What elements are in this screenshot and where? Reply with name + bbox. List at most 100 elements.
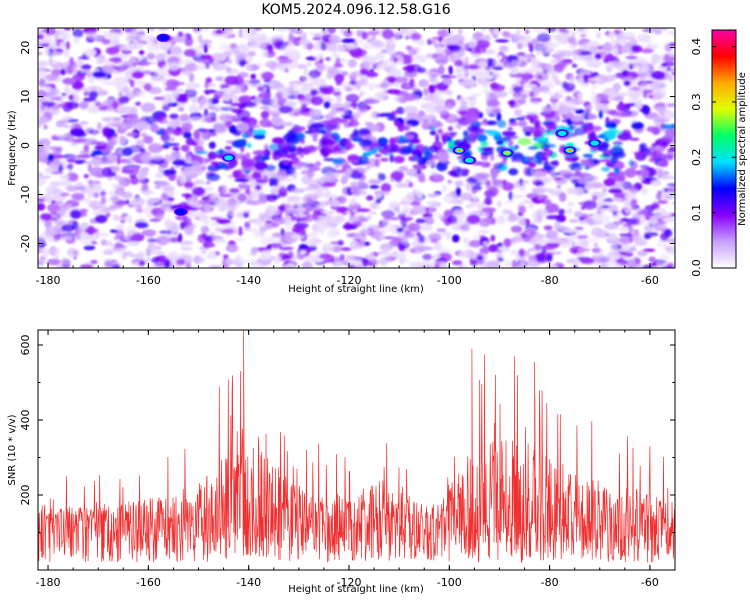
heatmap-cell (127, 240, 140, 247)
heatmap-cell (508, 118, 517, 123)
heatmap-cell (69, 209, 82, 219)
heatmap-cell (617, 132, 632, 141)
heatmap-cell (143, 135, 154, 144)
heatmap-cell (434, 211, 439, 216)
heatmap-cell (580, 161, 596, 169)
heatmap-cell (405, 179, 411, 183)
heatmap-cell (654, 167, 663, 173)
heatmap-cell (167, 45, 182, 55)
heatmap-cell (641, 187, 648, 195)
heatmap-cell (507, 127, 514, 131)
heatmap-cell (88, 200, 103, 210)
heatmap-cell (542, 143, 557, 148)
heatmap-cell (569, 44, 574, 49)
heatmap-cell (536, 210, 543, 221)
heatmap-cell (155, 172, 164, 178)
heatmap-cell (503, 238, 512, 248)
heatmap-cell (110, 243, 116, 248)
heatmap-cell (608, 188, 623, 194)
heatmap-cell (469, 38, 478, 42)
heatmap-cell (343, 221, 353, 231)
heatmap-cell (648, 256, 656, 263)
heatmap-cell (518, 248, 525, 257)
heatmap-cell (72, 73, 85, 82)
heatmap-cell (403, 105, 418, 115)
heatmap-cell (92, 71, 106, 79)
heatmap-cell (184, 88, 197, 98)
spectrogram-y-tick-label: -20 (19, 235, 32, 253)
heatmap-cell (553, 177, 563, 181)
heatmap-cell (576, 235, 588, 239)
heatmap-cell (448, 116, 461, 120)
heatmap-cell (166, 121, 173, 127)
heatmap-cell (531, 38, 540, 46)
heatmap-cell (322, 192, 333, 198)
heatmap-cell (368, 83, 375, 91)
heatmap-cell (374, 158, 380, 168)
heatmap-cell (276, 28, 287, 32)
heatmap-cell (350, 197, 356, 204)
heatmap-cell (655, 171, 667, 177)
heatmap-cell (607, 204, 619, 211)
heatmap-cell (322, 181, 337, 187)
heatmap-cell (211, 235, 223, 240)
heatmap-cell (193, 179, 206, 185)
heatmap-cell (557, 170, 573, 176)
heatmap-cell (92, 184, 103, 189)
heatmap-cell (234, 237, 246, 242)
heatmap-cell (622, 182, 629, 187)
heatmap-cell (529, 100, 541, 105)
heatmap-cell (150, 73, 165, 82)
heatmap-cell (538, 188, 554, 193)
heatmap-cell (297, 64, 307, 69)
heatmap-cell (87, 105, 102, 114)
heatmap-cell (582, 200, 598, 210)
heatmap-cell (569, 230, 581, 236)
heatmap-cell (518, 205, 527, 214)
heatmap-cell (593, 182, 604, 188)
heatmap-cell (617, 174, 626, 182)
heatmap-cell (358, 190, 368, 196)
heatmap-cell (525, 231, 531, 236)
heatmap-cell (392, 237, 403, 243)
heatmap-cell (574, 226, 584, 231)
heatmap-cell (204, 235, 214, 244)
heatmap-cell (230, 69, 237, 74)
heatmap-cell (241, 132, 251, 139)
heatmap-cell (71, 220, 79, 231)
heatmap-cell (370, 201, 378, 210)
heatmap-cell (100, 239, 107, 246)
heatmap-cell (615, 72, 629, 79)
heatmap-cell (339, 58, 348, 63)
heatmap-cell (395, 183, 411, 188)
heatmap-cell (584, 165, 590, 170)
heatmap-cell (420, 102, 436, 109)
heatmap-cell (165, 79, 180, 89)
heatmap-cell (63, 124, 70, 128)
heatmap-cell (359, 68, 370, 76)
heatmap-cell (282, 133, 298, 142)
heatmap-cell (262, 169, 277, 178)
heatmap-cell (75, 58, 84, 67)
heatmap-cell (255, 184, 262, 191)
heatmap-cell (527, 248, 535, 252)
heatmap-cell (274, 148, 289, 157)
heatmap-cell (236, 109, 251, 120)
heatmap-cell (193, 129, 201, 139)
heatmap-cell (258, 92, 272, 99)
heatmap-cell (660, 232, 669, 242)
heatmap-cell (546, 254, 553, 261)
heatmap-cell (380, 183, 392, 193)
heatmap-cell (64, 136, 77, 142)
heatmap-cell (301, 73, 310, 83)
heatmap-cell (300, 250, 307, 255)
heatmap-cell (141, 229, 157, 237)
heatmap-cell (527, 156, 535, 161)
heatmap-cell (578, 178, 587, 185)
heatmap-cell (481, 207, 497, 213)
heatmap-cell (232, 139, 247, 148)
heatmap-cell (606, 254, 617, 265)
heatmap-cell (38, 260, 45, 265)
heatmap-cell (347, 59, 357, 68)
